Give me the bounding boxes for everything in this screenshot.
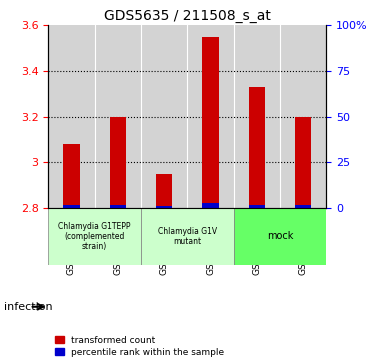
Bar: [249, 204, 265, 208]
Text: Chlamydia G1V
mutant: Chlamydia G1V mutant: [158, 227, 217, 246]
Legend: transformed count, percentile rank within the sample: transformed count, percentile rank withi…: [53, 334, 226, 359]
Bar: [110, 117, 126, 208]
FancyBboxPatch shape: [234, 208, 326, 265]
Bar: [203, 203, 219, 208]
Bar: [63, 204, 79, 208]
Bar: [156, 174, 172, 208]
Bar: [110, 204, 126, 208]
FancyBboxPatch shape: [141, 208, 234, 265]
FancyBboxPatch shape: [48, 208, 141, 265]
Title: GDS5635 / 211508_s_at: GDS5635 / 211508_s_at: [104, 9, 271, 23]
Text: Chlamydia G1TEPP
(complemented
strain): Chlamydia G1TEPP (complemented strain): [58, 221, 131, 251]
Bar: [295, 204, 311, 208]
Bar: [63, 144, 79, 208]
Text: mock: mock: [267, 232, 293, 241]
Bar: [156, 206, 172, 208]
Text: infection: infection: [4, 302, 52, 312]
Bar: [249, 87, 265, 208]
Bar: [203, 37, 219, 208]
Bar: [295, 117, 311, 208]
